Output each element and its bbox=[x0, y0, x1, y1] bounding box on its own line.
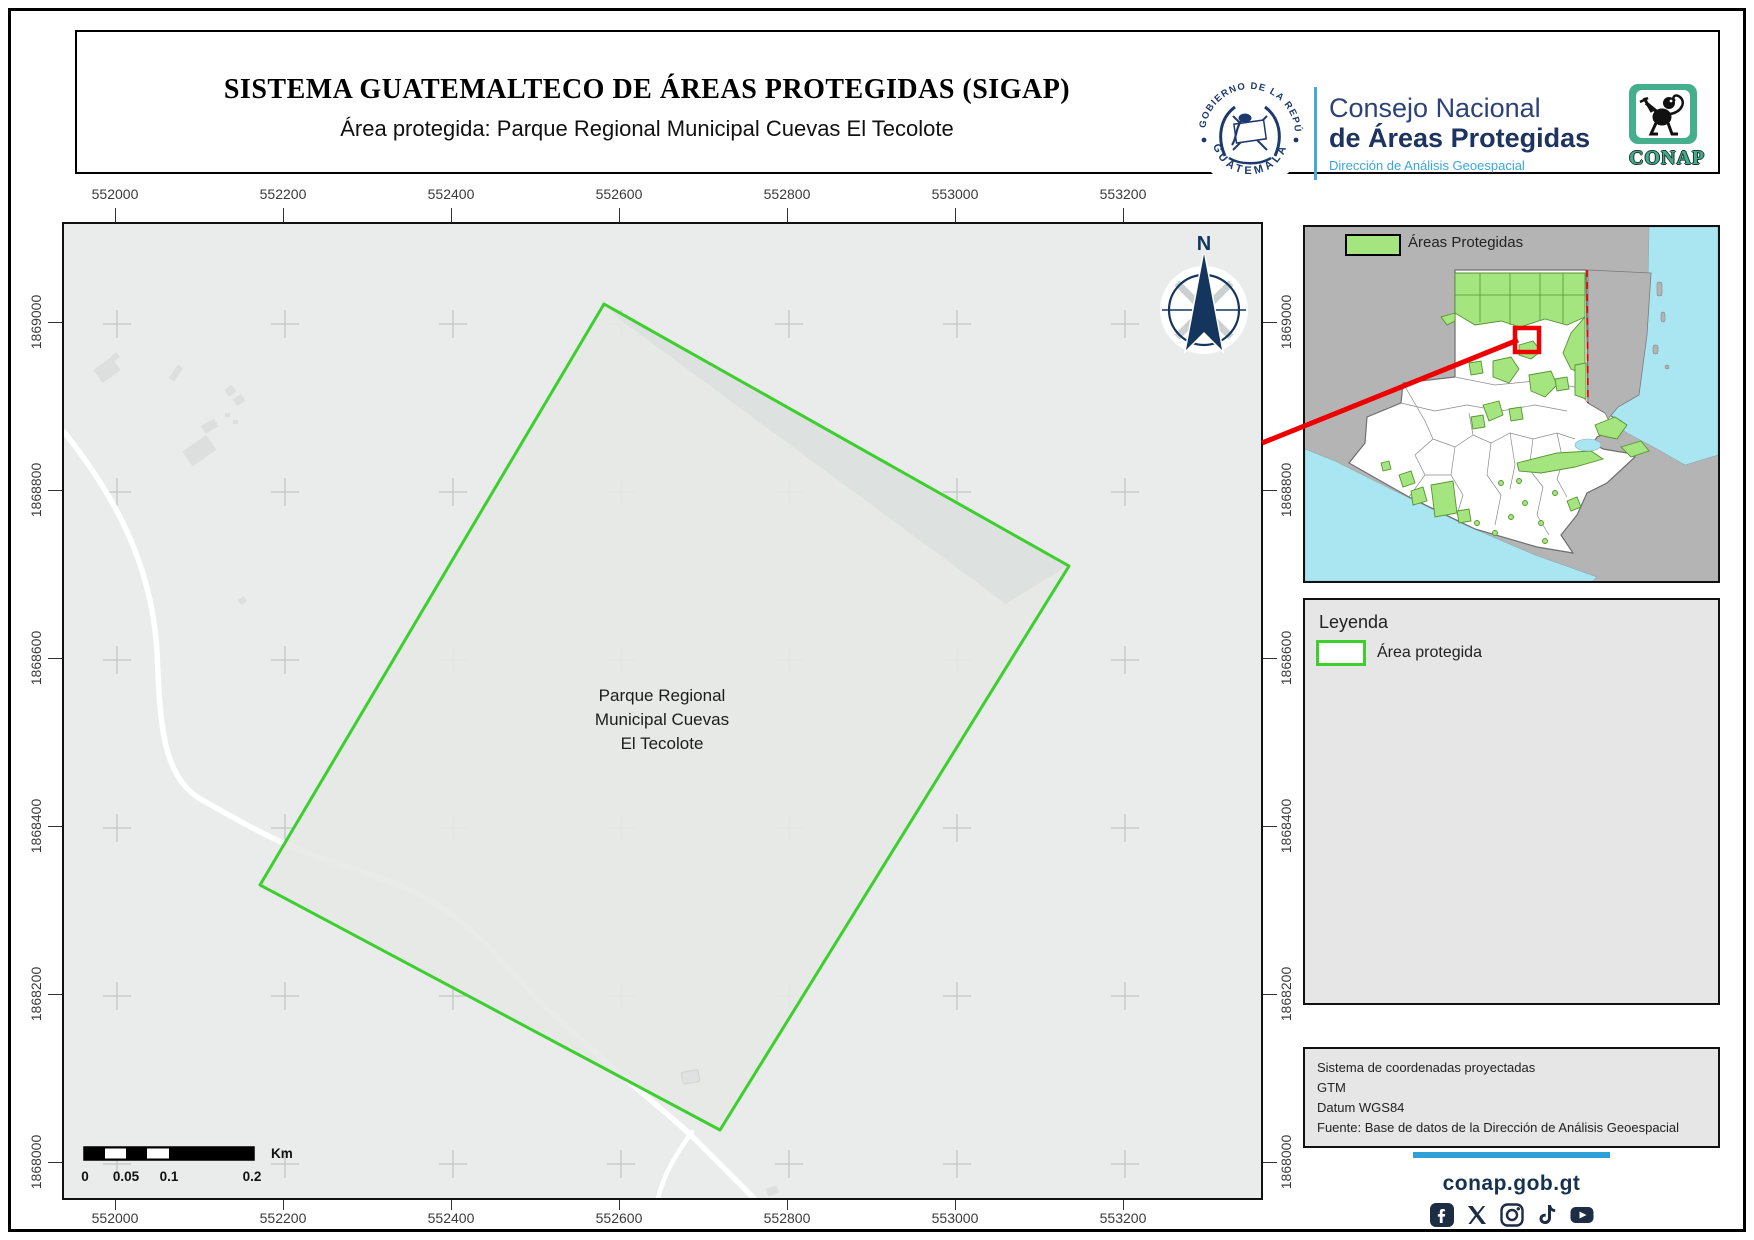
x-axis-label-top: 552200 bbox=[259, 186, 307, 202]
x-axis-label-top: 552800 bbox=[763, 186, 811, 202]
belize bbox=[1587, 269, 1652, 420]
info-line-datum: Datum WGS84 bbox=[1317, 1100, 1405, 1115]
y-axis-label-right: 1868600 bbox=[1278, 630, 1294, 686]
north-arrow: N bbox=[1160, 233, 1248, 355]
x-axis-label-top: 552600 bbox=[595, 186, 643, 202]
x-axis-label-bottom: 552400 bbox=[427, 1210, 475, 1226]
instagram-icon[interactable] bbox=[1499, 1202, 1525, 1228]
facebook-icon[interactable] bbox=[1429, 1202, 1455, 1228]
scale-label: 0.1 bbox=[160, 1169, 179, 1184]
protected-area-swatch bbox=[1316, 640, 1366, 666]
inset-legend-label: Áreas Protegidas bbox=[1408, 234, 1524, 251]
terrain-shade-band bbox=[604, 304, 1067, 604]
islands bbox=[1652, 281, 1670, 370]
inset-legend-chip bbox=[1345, 234, 1401, 256]
info-line-projection: GTM bbox=[1317, 1080, 1346, 1095]
y-axis-label-right: 1869000 bbox=[1278, 294, 1294, 350]
youtube-icon[interactable] bbox=[1569, 1202, 1595, 1228]
y-axis-label-left: 1869000 bbox=[28, 294, 44, 350]
tiktok-icon[interactable] bbox=[1534, 1202, 1560, 1228]
footer: conap.gob.gt bbox=[1303, 1152, 1720, 1228]
x-axis-label-bottom: 552000 bbox=[91, 1210, 139, 1226]
north-label: N bbox=[1197, 233, 1211, 255]
website-url[interactable]: conap.gob.gt bbox=[1442, 1172, 1581, 1195]
y-axis-label-right: 1868000 bbox=[1278, 1134, 1294, 1190]
y-axis-label-right: 1868200 bbox=[1278, 966, 1294, 1022]
belize-border-dashed bbox=[1586, 269, 1589, 404]
reserve-subdivisions bbox=[1455, 273, 1585, 325]
scale-label: 0 bbox=[81, 1169, 89, 1184]
area-name-label: Parque Regional Municipal Cuevas El Teco… bbox=[595, 686, 729, 753]
x-axis-label-bottom: 553200 bbox=[1099, 1210, 1147, 1226]
projection-info-panel: Sistema de coordenadas proyectadas GTM D… bbox=[1303, 1047, 1720, 1148]
conap-logo: CONAP bbox=[1629, 84, 1706, 170]
y-axis-label-right: 1868400 bbox=[1278, 798, 1294, 854]
x-twitter-icon[interactable] bbox=[1464, 1202, 1490, 1228]
lake-izabal bbox=[1574, 438, 1602, 452]
main-map-canvas: Parque Regional Municipal Cuevas El Teco… bbox=[61, 224, 1261, 1201]
building-footprints bbox=[93, 352, 247, 606]
legend-panel: Leyenda Área protegida bbox=[1303, 598, 1720, 1005]
header: SISTEMA GUATEMALTECO DE ÁREAS PROTEGIDAS… bbox=[75, 30, 1720, 188]
svg-text:El Tecolote: El Tecolote bbox=[621, 734, 704, 753]
scale-label: 0.05 bbox=[113, 1169, 140, 1184]
y-axis-label-right: 1868800 bbox=[1278, 462, 1294, 518]
org-direction-line: Dirección de Análisis Geoespacial bbox=[1329, 158, 1525, 174]
main-map[interactable]: Parque Regional Municipal Cuevas El Teco… bbox=[61, 222, 1263, 1201]
y-axis-label-left: 1868400 bbox=[28, 798, 44, 854]
x-axis-label-bottom: 553000 bbox=[931, 1210, 979, 1226]
x-axis-label-bottom: 552200 bbox=[259, 1210, 307, 1226]
government-seal-logo: GOBIERNO DE LA REPÚBLICA GUATEMALA bbox=[1192, 72, 1306, 188]
info-line-source: Fuente: Base de datos de la Dirección de… bbox=[1317, 1120, 1680, 1135]
inset-locator-map[interactable] bbox=[1303, 225, 1720, 583]
y-axis-label-left: 1868200 bbox=[28, 966, 44, 1022]
y-axis-label-left: 1868800 bbox=[28, 462, 44, 518]
x-axis-label-top: 553200 bbox=[1099, 186, 1147, 202]
x-axis-label-top: 552000 bbox=[91, 186, 139, 202]
svg-text:Municipal Cuevas: Municipal Cuevas bbox=[595, 710, 729, 729]
seal-emblem bbox=[1219, 105, 1281, 165]
inset-map-canvas bbox=[1304, 226, 1719, 582]
title-block: SISTEMA GUATEMALTECO DE ÁREAS PROTEGIDAS… bbox=[162, 74, 1132, 142]
y-axis-label-left: 1868600 bbox=[28, 630, 44, 686]
page-title: SISTEMA GUATEMALTECO DE ÁREAS PROTEGIDAS… bbox=[223, 74, 1071, 105]
scale-bar: 0 0.05 0.1 0.2 Km bbox=[81, 1146, 293, 1184]
logo-divider bbox=[1314, 87, 1317, 180]
org-name-block: Consejo Nacional de Áreas Protegidas Dir… bbox=[1329, 93, 1591, 174]
outer-frame bbox=[8, 8, 1746, 1232]
social-icons bbox=[1303, 1202, 1720, 1228]
x-axis-label-top: 553000 bbox=[931, 186, 979, 202]
info-line-coordinate-system: Sistema de coordenadas proyectadas bbox=[1317, 1060, 1536, 1075]
svg-text:Parque Regional: Parque Regional bbox=[599, 686, 726, 705]
conap-monkey-icon bbox=[1639, 94, 1684, 136]
conap-wordmark: CONAP bbox=[1629, 147, 1706, 169]
legend-title: Leyenda bbox=[1319, 612, 1389, 632]
scale-label: 0.2 bbox=[243, 1169, 262, 1184]
org-name-line1: Consejo Nacional bbox=[1329, 93, 1541, 123]
legend-item-label: Área protegida bbox=[1377, 644, 1482, 661]
y-axis-label-left: 1868000 bbox=[28, 1134, 44, 1190]
scale-unit-label: Km bbox=[271, 1146, 293, 1161]
protected-area-polygon bbox=[258, 302, 1071, 1132]
x-axis-label-bottom: 552600 bbox=[595, 1210, 643, 1226]
x-axis-label-top: 552400 bbox=[427, 186, 475, 202]
conap-logo-box bbox=[1629, 84, 1697, 144]
accent-bar bbox=[1413, 1152, 1610, 1158]
org-name-line2: de Áreas Protegidas bbox=[1329, 122, 1591, 153]
x-axis-label-bottom: 552800 bbox=[763, 1210, 811, 1226]
building-footprints-inner bbox=[680, 1069, 780, 1197]
page-subtitle: Área protegida: Parque Regional Municipa… bbox=[340, 116, 954, 141]
